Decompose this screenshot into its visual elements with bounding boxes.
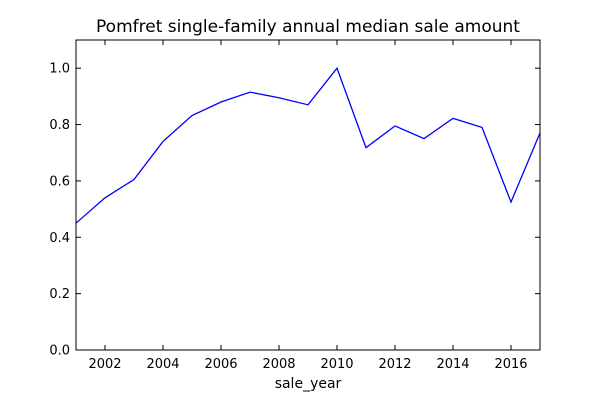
x-tick-label: 2008	[262, 357, 295, 372]
x-tick-label: 2002	[88, 357, 121, 372]
y-tick-label: 0.4	[49, 231, 70, 246]
plot-area	[75, 39, 541, 351]
y-tick-label: 0.0	[49, 344, 70, 359]
data-point	[452, 117, 454, 119]
x-tick-label: 2014	[436, 357, 469, 372]
data-point	[220, 101, 222, 103]
x-tick-label: 2004	[146, 357, 179, 372]
tick-labels: 2002 2004 2006 2008 2010 2012 2014 2016 0.0 0.2 0.…	[49, 62, 527, 372]
series-line-0	[75, 66, 541, 224]
y-tick-label: 0.2	[49, 287, 70, 302]
x-tick-label: 2006	[204, 357, 237, 372]
x-axis-label: sale_year	[275, 376, 342, 392]
x-tick-label: 2012	[378, 357, 411, 372]
plot-frame	[75, 39, 541, 351]
data-point	[278, 97, 280, 99]
data-point	[423, 137, 425, 139]
data-point	[162, 140, 164, 142]
data-point	[481, 126, 483, 128]
data-point	[510, 201, 512, 203]
x-tick-label: 2010	[320, 357, 353, 372]
data-point	[249, 91, 251, 93]
y-tick-label: 1.0	[49, 62, 70, 77]
x-tick-label: 2016	[494, 357, 527, 372]
data-point	[133, 178, 135, 180]
data-point	[336, 67, 338, 69]
y-tick-label: 0.8	[49, 118, 70, 133]
data-point	[365, 146, 367, 148]
data-point	[191, 114, 193, 116]
y-tick-label: 0.6	[49, 174, 70, 189]
axis-ticks	[76, 40, 540, 351]
data-point	[307, 104, 309, 106]
data-point	[394, 125, 396, 127]
data-point	[104, 197, 106, 199]
chart-title: Pomfret single-family annual median sale…	[96, 17, 520, 37]
